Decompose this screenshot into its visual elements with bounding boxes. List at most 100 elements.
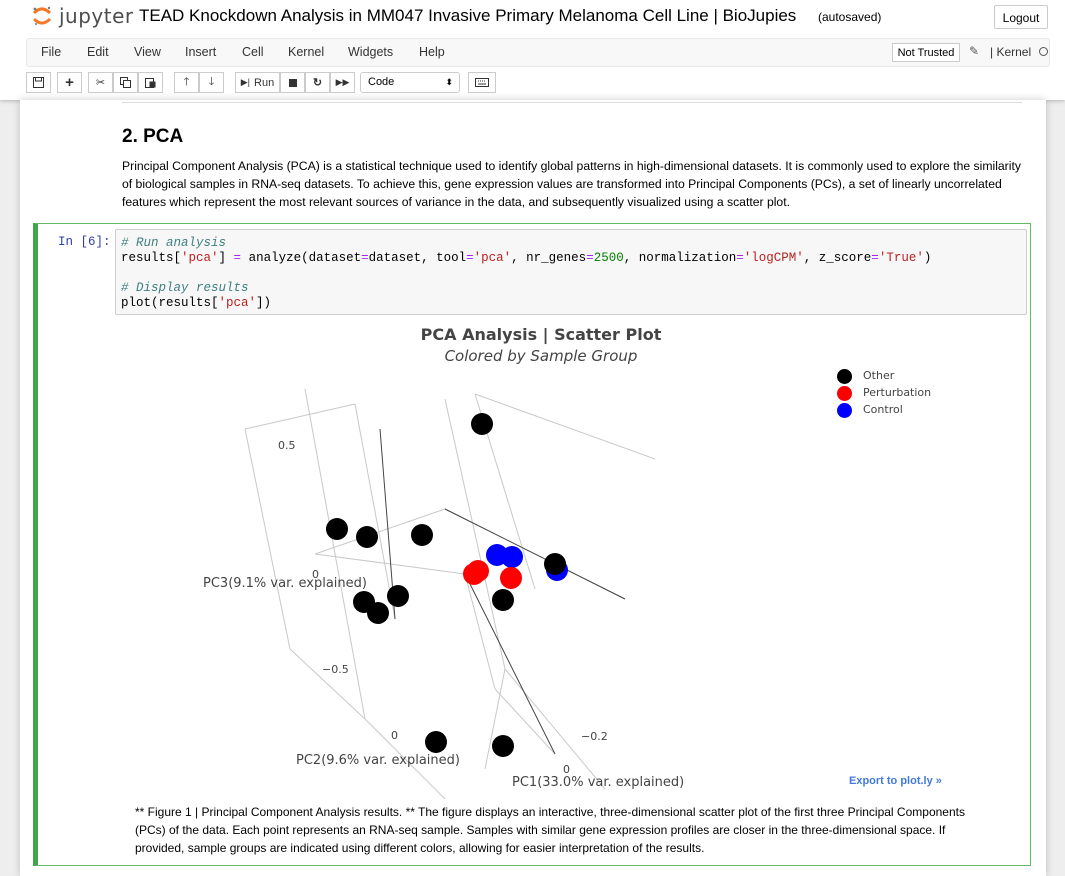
axis-label-pc3: PC3(9.1% var. explained) (203, 576, 367, 591)
add-cell-button[interactable]: + (57, 72, 82, 93)
data-point-perturbation[interactable] (500, 567, 522, 589)
plot-subtitle: Colored by Sample Group (444, 347, 638, 365)
code-dataset-var: dataset (368, 251, 422, 265)
cell-type-value: Code (368, 76, 395, 88)
tick-label-pc2-zero: 0 (391, 729, 398, 742)
section-description: Principal Component Analysis (PCA) is a … (122, 159, 1021, 209)
jupyter-logo-icon (32, 6, 52, 26)
axis-label-pc2: PC2(9.6% var. explained) (296, 753, 460, 768)
code-line-5: plot(results['pca']) (121, 296, 272, 310)
code-comment: # Run analysis (121, 236, 227, 250)
save-button[interactable] (26, 72, 51, 93)
run-label: Run (254, 76, 275, 89)
legend-label: Perturbation (863, 386, 932, 399)
code-line-2: results['pca'] = analyze(dataset=dataset… (121, 251, 932, 265)
save-icon (33, 77, 44, 88)
data-point-other[interactable] (411, 524, 433, 546)
notebook-container: 2. PCA Principal Component Analysis (PCA… (20, 100, 1046, 876)
code-string: 'logCPM' (743, 251, 804, 265)
code-line-1: # Run analysis (121, 236, 226, 250)
data-point-control[interactable] (501, 546, 523, 568)
cut-icon: ✂ (95, 77, 106, 89)
data-point-other[interactable] (544, 553, 566, 575)
copy-icon (120, 77, 131, 88)
code-number: 2500 (593, 251, 624, 265)
tick-label-pc3-neg: −0.5 (322, 663, 349, 676)
move-up-icon: 🡑 (183, 76, 190, 88)
cell-type-select[interactable]: Code ⬍ (360, 72, 460, 93)
legend-marker-icon (837, 403, 852, 418)
paste-button[interactable] (138, 72, 163, 93)
autosave-status: (autosaved) (818, 10, 882, 24)
menu-edit[interactable]: Edit (87, 45, 109, 59)
move-down-button[interactable]: 🡓 (199, 72, 224, 93)
data-point-other[interactable] (326, 518, 348, 540)
code-editor[interactable]: # Run analysis results['pca'] = analyze(… (115, 229, 1027, 315)
move-up-button[interactable]: 🡑 (174, 72, 199, 93)
edit-pencil-icon[interactable]: ✎ (969, 44, 980, 58)
legend-marker-icon (837, 386, 852, 401)
data-point-perturbation[interactable] (467, 560, 489, 582)
menu-kernel[interactable]: Kernel (288, 45, 325, 59)
data-point-other[interactable] (425, 731, 447, 753)
copy-button[interactable] (113, 72, 138, 93)
logout-button[interactable]: Logout (994, 5, 1048, 29)
menu-cell[interactable]: Cell (242, 45, 264, 59)
kernel-indicator: | Kernel (990, 45, 1032, 59)
tick-label-pc1-neg: −0.2 (581, 730, 608, 743)
notebook-header: jupyter TEAD Knockdown Analysis in MM047… (0, 0, 1065, 100)
kernel-status-icon (1039, 47, 1048, 56)
cell-prompt: In [6]: (58, 235, 111, 249)
fast-forward-button[interactable]: ▶▶ (330, 72, 355, 93)
scatter-3d-plot[interactable]: 0.5 0 −0.5 0 −0.2 0 PC3(9.1% var. explai… (115, 319, 1027, 799)
logo-text: jupyter (59, 4, 134, 28)
menu-help[interactable]: Help (419, 45, 445, 59)
data-point-other[interactable] (356, 526, 378, 548)
code-string: 'pca' (181, 251, 219, 265)
kernel-label: Kernel (996, 45, 1032, 59)
section-heading: 2. PCA (122, 126, 184, 147)
menu-insert[interactable]: Insert (185, 45, 217, 59)
fast-forward-icon: ▶▶ (335, 77, 350, 87)
run-button[interactable]: ▶| Run (235, 72, 280, 93)
cut-button[interactable]: ✂ (88, 72, 113, 93)
data-point-other[interactable] (367, 602, 389, 624)
code-string: 'pca' (473, 251, 512, 265)
data-point-other[interactable] (492, 589, 514, 611)
legend-label: Other (863, 369, 895, 382)
run-icon: ▶| (240, 77, 251, 87)
stop-icon (288, 78, 297, 87)
data-point-other[interactable] (387, 585, 409, 607)
plot-title: PCA Analysis | Scatter Plot (420, 325, 662, 344)
jupyter-logo[interactable]: jupyter (31, 4, 134, 28)
command-palette-button[interactable] (468, 72, 496, 93)
code-string: 'pca' (218, 296, 257, 310)
restart-icon: ↻ (312, 77, 323, 89)
menu-widgets[interactable]: Widgets (348, 45, 394, 59)
menu-file[interactable]: File (41, 45, 62, 59)
plot-axes (244, 388, 656, 799)
legend-label: Control (863, 403, 903, 416)
code-cell[interactable]: In [6]: # Run analysis results['pca'] = … (33, 223, 1031, 866)
paste-icon (145, 78, 156, 88)
data-point-other[interactable] (471, 413, 493, 435)
trust-button[interactable]: Not Trusted (892, 43, 960, 62)
legend-marker-icon (837, 369, 852, 384)
add-cell-icon: + (65, 74, 74, 91)
export-plotly-link[interactable]: Export to plot.ly » (849, 775, 942, 787)
code-line-4: # Display results (121, 281, 249, 295)
tick-label-pc3-pos: 0.5 (278, 439, 296, 452)
cell-divider (122, 102, 1022, 103)
tick-label-pc3-zero: 0 (312, 568, 319, 581)
cell-output: PCA Analysis | Scatter Plot Colored by S… (115, 319, 1027, 859)
tick-label-pc1-zero: 0 (563, 763, 570, 776)
data-point-other[interactable] (492, 735, 514, 757)
code-string: 'True' (878, 251, 924, 265)
notebook-title[interactable]: TEAD Knockdown Analysis in MM047 Invasiv… (139, 6, 797, 25)
stop-button[interactable] (280, 72, 305, 93)
data-points[interactable] (326, 413, 568, 757)
menubar: File Edit View Insert Cell Kernel Widget… (26, 38, 1050, 67)
menu-view[interactable]: View (134, 45, 161, 59)
restart-button[interactable]: ↻ (305, 72, 330, 93)
move-down-icon: 🡓 (208, 76, 215, 88)
